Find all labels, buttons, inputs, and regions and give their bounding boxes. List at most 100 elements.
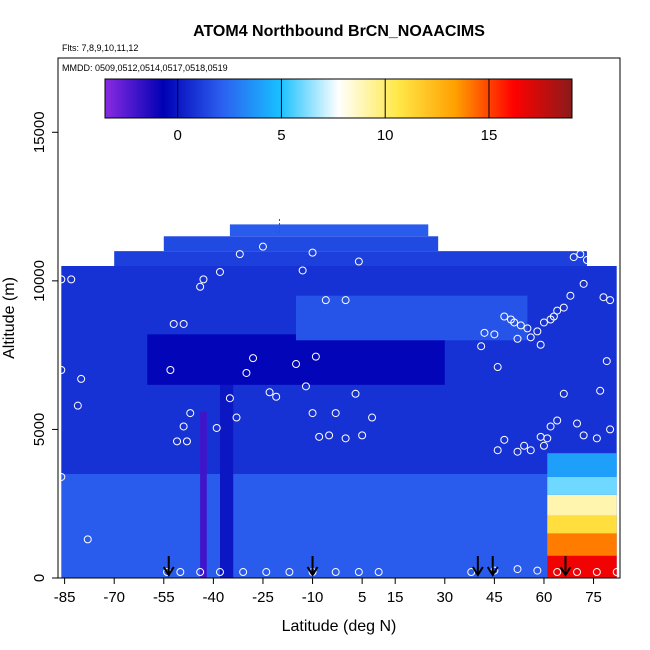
flights-subtitle: Flts: 7,8,9,10,11,12 bbox=[62, 43, 138, 53]
dates-subtitle: MMDD: 0509,0512,0514,0517,0518,0519 bbox=[62, 63, 228, 73]
x-axis: -85 -70 -55 -40 -25 -10 5 15 30 45 60 75 bbox=[54, 578, 602, 606]
sample-point bbox=[249, 354, 258, 363]
plot-frame bbox=[57, 57, 621, 579]
x-tick-label: -55 bbox=[153, 589, 175, 606]
sample-point bbox=[374, 568, 383, 577]
curtain-plot bbox=[61, 224, 617, 578]
sample-point bbox=[543, 434, 552, 443]
sample-point bbox=[265, 388, 274, 397]
sample-point bbox=[58, 366, 66, 374]
sample-point bbox=[596, 386, 605, 395]
sample-point bbox=[73, 401, 82, 410]
sample-point bbox=[272, 392, 281, 401]
sample-point bbox=[368, 413, 377, 422]
sample-point bbox=[533, 566, 542, 575]
x-tick-label: 45 bbox=[486, 589, 503, 606]
sample-point bbox=[579, 431, 588, 440]
sample-point bbox=[354, 568, 363, 577]
sample-point bbox=[579, 279, 588, 288]
y-axis: 0 5000 10000 15000 bbox=[31, 111, 58, 582]
sample-point bbox=[477, 342, 486, 351]
sample-point bbox=[513, 447, 522, 456]
sample-point bbox=[77, 374, 86, 383]
sample-point bbox=[341, 434, 350, 443]
sample-point bbox=[493, 446, 502, 455]
sample-point bbox=[553, 568, 562, 577]
sample-point bbox=[569, 253, 578, 262]
x-tick-label: 30 bbox=[436, 589, 453, 606]
x-tick-label: -10 bbox=[302, 589, 324, 606]
sample-point bbox=[513, 565, 522, 574]
curtain-cell bbox=[296, 295, 528, 341]
x-tick-label: -40 bbox=[203, 589, 225, 606]
sample-point bbox=[173, 437, 182, 446]
sample-point bbox=[182, 437, 191, 446]
sample-point bbox=[258, 242, 267, 251]
sample-point bbox=[58, 472, 66, 481]
colorbar-tick-label: 10 bbox=[377, 127, 394, 144]
curtain-cell bbox=[61, 474, 617, 578]
sample-point bbox=[354, 257, 363, 266]
sample-point bbox=[341, 296, 350, 305]
sample-point bbox=[520, 441, 529, 450]
sample-point bbox=[533, 327, 542, 336]
sample-point bbox=[331, 568, 340, 577]
sample-point bbox=[546, 422, 555, 431]
sample-point bbox=[315, 432, 324, 441]
sample-point bbox=[358, 431, 367, 440]
sample-point bbox=[199, 275, 208, 284]
arrow-marker bbox=[162, 556, 175, 577]
sample-point bbox=[606, 296, 615, 305]
sample-point bbox=[179, 319, 188, 328]
sample-point bbox=[235, 250, 244, 259]
sample-point bbox=[212, 423, 221, 432]
x-tick-label: 75 bbox=[585, 589, 602, 606]
curtain-cell bbox=[163, 236, 439, 252]
curtain-cell bbox=[229, 224, 429, 237]
curtain-cell bbox=[547, 494, 617, 516]
sample-point bbox=[480, 328, 489, 337]
sample-point bbox=[215, 267, 224, 276]
colorbar-tick-label: 0 bbox=[173, 127, 181, 144]
sample-point bbox=[186, 409, 195, 418]
x-tick-label: -85 bbox=[54, 589, 76, 606]
sample-point bbox=[516, 321, 525, 330]
sample-point bbox=[559, 389, 568, 398]
colorbar-gradient bbox=[104, 78, 573, 119]
chart-title: ATOM4 Northbound BrCN_NOAACIMS bbox=[193, 23, 485, 40]
y-tick-label: 0 bbox=[31, 574, 48, 582]
sample-point bbox=[526, 333, 535, 342]
sample-point bbox=[169, 319, 178, 328]
curtain-cell bbox=[547, 555, 617, 578]
sample-point bbox=[83, 535, 92, 544]
sample-point bbox=[510, 318, 519, 327]
sample-point bbox=[301, 382, 310, 391]
sample-point bbox=[582, 256, 591, 265]
sample-point bbox=[573, 419, 582, 428]
sample-point bbox=[592, 568, 601, 577]
sample-point bbox=[166, 366, 175, 374]
sample-point bbox=[321, 296, 330, 305]
sample-point bbox=[196, 568, 205, 577]
sample-point bbox=[467, 568, 476, 577]
colorbar-tick-label: 5 bbox=[277, 127, 285, 144]
x-tick-label: -25 bbox=[252, 589, 274, 606]
y-axis-label: Altitude (m) bbox=[1, 277, 18, 359]
x-tick-label: -70 bbox=[103, 589, 125, 606]
sample-point bbox=[311, 352, 320, 361]
sample-point bbox=[539, 441, 548, 450]
colorbar: 0 5 10 15 bbox=[104, 78, 573, 144]
sample-point bbox=[308, 248, 317, 257]
arrow-marker bbox=[306, 556, 319, 577]
sample-point bbox=[351, 389, 360, 398]
sample-point bbox=[176, 568, 185, 577]
sample-point bbox=[325, 431, 334, 440]
sample-point bbox=[308, 409, 317, 418]
y-tick-label: 10000 bbox=[31, 260, 48, 302]
sample-point bbox=[526, 446, 535, 455]
flight-arrows bbox=[162, 219, 572, 577]
sample-point bbox=[612, 568, 620, 577]
curtain-cell bbox=[219, 340, 234, 578]
sample-point bbox=[586, 245, 595, 254]
